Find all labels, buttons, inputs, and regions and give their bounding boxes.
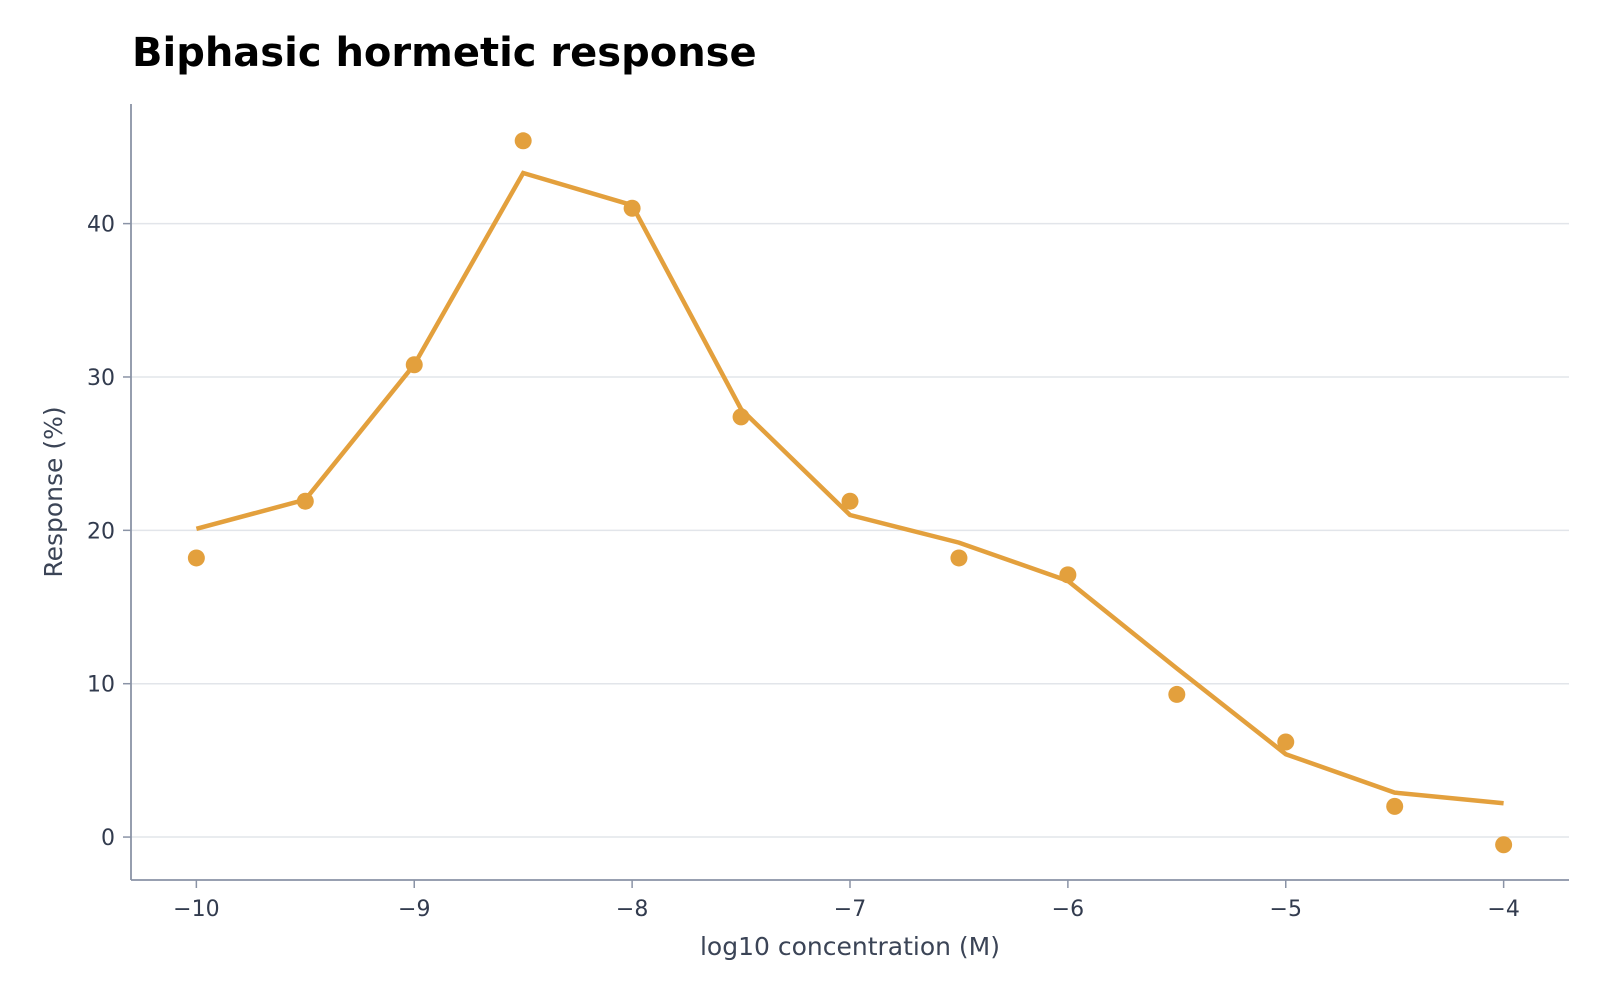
x-tick-label: −9 [398,897,430,922]
fit-line-series [195,170,1504,806]
y-tick-label: 10 [87,673,115,698]
data-point [623,199,641,217]
x-tick-label: −10 [173,897,219,922]
x-tick-label: −5 [1270,897,1302,922]
data-point [1277,733,1295,751]
fit-line [195,170,1504,806]
x-tick-label: −7 [834,897,866,922]
x-axis-label: log10 concentration (M) [700,932,1000,961]
data-point [187,549,205,567]
data-point [1168,685,1186,703]
grid-lines [131,222,1569,838]
data-point [1386,797,1404,815]
y-tick-label: 0 [101,826,115,851]
y-axis-label: Response (%) [39,406,68,577]
x-tick-label: −4 [1487,897,1519,922]
data-point [514,132,532,150]
data-point [950,549,968,567]
data-point [1059,566,1077,584]
tick-labels: 0 10 20 30 40 −10 −9 −8 −7 −6 −5 −4 [87,213,1520,922]
axes [130,104,1569,881]
data-point [1495,836,1513,854]
data-point [296,492,314,510]
x-tick-label: −8 [616,897,648,922]
y-tick-label: 20 [87,519,115,544]
data-point [405,356,423,374]
y-tick-label: 30 [87,366,115,391]
chart-title: Biphasic hormetic response [132,30,757,76]
data-point [841,492,859,510]
data-points-series [187,132,1513,854]
data-point [732,408,750,426]
y-tick-label: 40 [87,213,115,238]
x-tick-label: −6 [1052,897,1084,922]
